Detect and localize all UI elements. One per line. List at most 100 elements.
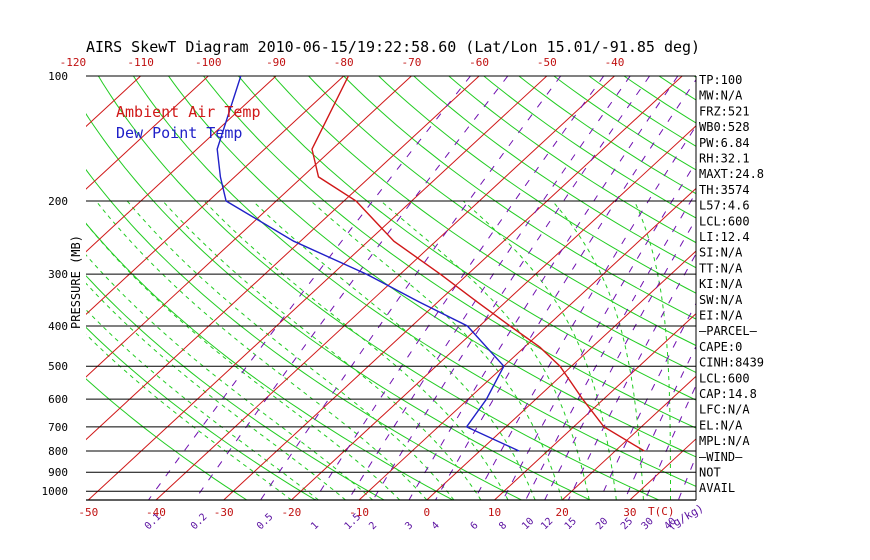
dry-adiabat-line [203,76,696,429]
isotherm-line [426,250,696,500]
index-label: PW:6.84 [699,136,750,150]
index-label: NOT [699,466,721,480]
dry-adiabat-line [273,76,696,374]
top-temp-tick-label: -120 [60,56,87,69]
bottom-temp-tick-label: -40 [146,506,166,519]
index-label: AVAIL [699,481,735,495]
index-label: –WIND– [699,450,743,464]
isotherm-line [86,76,209,190]
mixing-ratio-tick-label: 0.2 [189,512,210,533]
isotherm-line [223,76,683,500]
pressure-tick-label: 1000 [42,485,69,498]
index-label: CINH:8439 [699,356,764,370]
moist-adiabat-line [86,333,292,500]
isotherm-line [291,125,696,500]
dry-adiabat-line [86,378,248,500]
bottom-temp-tick-label: -30 [214,506,234,519]
index-label: RH:32.1 [699,152,750,166]
index-label: LCL:600 [699,214,750,228]
top-temp-tick-label: -80 [334,56,354,69]
index-label: SW:N/A [699,293,743,307]
axis-labels: 1002003004005006007008009001000PRESSURE … [42,56,706,533]
bottom-temp-tick-label: 20 [556,506,569,519]
index-label: TP:100 [699,73,742,87]
dry-adiabat-line [343,76,696,320]
index-label: LI:12.4 [699,230,750,244]
y-axis-label: PRESSURE (MB) [69,235,83,329]
mixing-ratio-line [544,218,696,500]
bottom-temp-tick-label: -20 [281,506,301,519]
chart-title: AIRS SkewT Diagram 2010-06-15/19:22:58.6… [86,38,700,56]
dry-adiabat-line [86,168,522,500]
pressure-tick-label: 800 [48,445,68,458]
mixing-ratio-tick-label: 10 [520,516,536,532]
index-label: L57:4.6 [699,199,750,213]
dry-adiabat-line [448,76,696,244]
dry-adiabat-line [799,76,870,500]
dry-adiabat-line [834,76,870,500]
dry-adiabat-line [483,76,696,219]
isotherm-line [86,76,277,253]
isotherm-line [86,76,412,378]
thermo-background-lines [86,76,870,500]
top-temp-tick-label: -60 [469,56,489,69]
index-label: CAP:14.8 [699,387,757,401]
dry-adiabat-line [86,222,454,500]
mixing-ratio-tick-label: 20 [594,516,610,532]
isotherm-line [494,312,696,500]
mixing-ratio-line [624,345,696,500]
pressure-tick-label: 900 [48,466,68,479]
index-label: TT:N/A [699,261,743,275]
isotherm-line [765,76,870,500]
legend: Ambient Air Temp Dew Point Temp [116,103,261,142]
top-temp-tick-label: -50 [537,56,557,69]
legend-entry: Ambient Air Temp [116,103,261,121]
top-temp-tick-label: -70 [401,56,421,69]
mixing-ratio-tick-label: 3 [403,520,415,532]
dry-adiabat-line [553,76,696,171]
index-label: –PARCEL– [699,324,758,338]
bottom-temp-tick-label: -50 [78,506,98,519]
pressure-tick-label: 500 [48,360,68,373]
mixing-ratio-line [347,76,631,500]
dry-adiabat-line [413,76,696,269]
top-temp-tick-label: -110 [127,56,154,69]
pressure-tick-label: 300 [48,268,68,281]
bottom-temp-tick-label: 10 [488,506,501,519]
pressure-tick-label: 700 [48,421,68,434]
index-label: LCL:600 [699,371,750,385]
index-label: CAPE:0 [699,340,742,354]
index-label: TH:3574 [699,183,750,197]
top-temp-tick-label: -90 [266,56,286,69]
top-temp-tick-label: -100 [195,56,222,69]
dry-adiabat-line [97,76,659,500]
pressure-tick-label: 400 [48,320,68,333]
pressure-tick-label: 200 [48,195,68,208]
dry-adiabat-line [378,76,696,294]
isotherm-line [86,76,480,441]
pressure-tick-label: 600 [48,393,68,406]
isotherm-line [155,76,615,500]
mixing-ratio-line [260,76,562,500]
isotherm-line [86,76,345,315]
dry-adiabat-line [86,113,591,500]
mixing-ratio-line [435,78,696,500]
mixing-ratio-tick-label: 4 [430,520,442,532]
mixing-ratio-tick-label: 0.5 [255,512,276,533]
index-label: FRZ:521 [699,104,750,118]
mixing-ratio-line [473,125,696,500]
moist-adiabat-line [633,200,671,500]
mixing-ratio-tick-label: 6 [469,520,481,532]
dry-adiabat-line [658,76,696,101]
index-label: EL:N/A [699,418,743,432]
dew-point-temp-profile [216,76,520,452]
mixing-ratio-tick-label: 2 [367,520,379,532]
mixing-ratio-line [599,302,696,500]
isotherm-line [561,375,696,500]
index-label: MPL:N/A [699,434,750,448]
moist-adiabat-line [86,222,401,500]
mixing-ratio-tick-label: 1 [309,520,321,532]
top-temp-tick-label: -40 [605,56,625,69]
moist-adiabat-line [86,282,346,500]
